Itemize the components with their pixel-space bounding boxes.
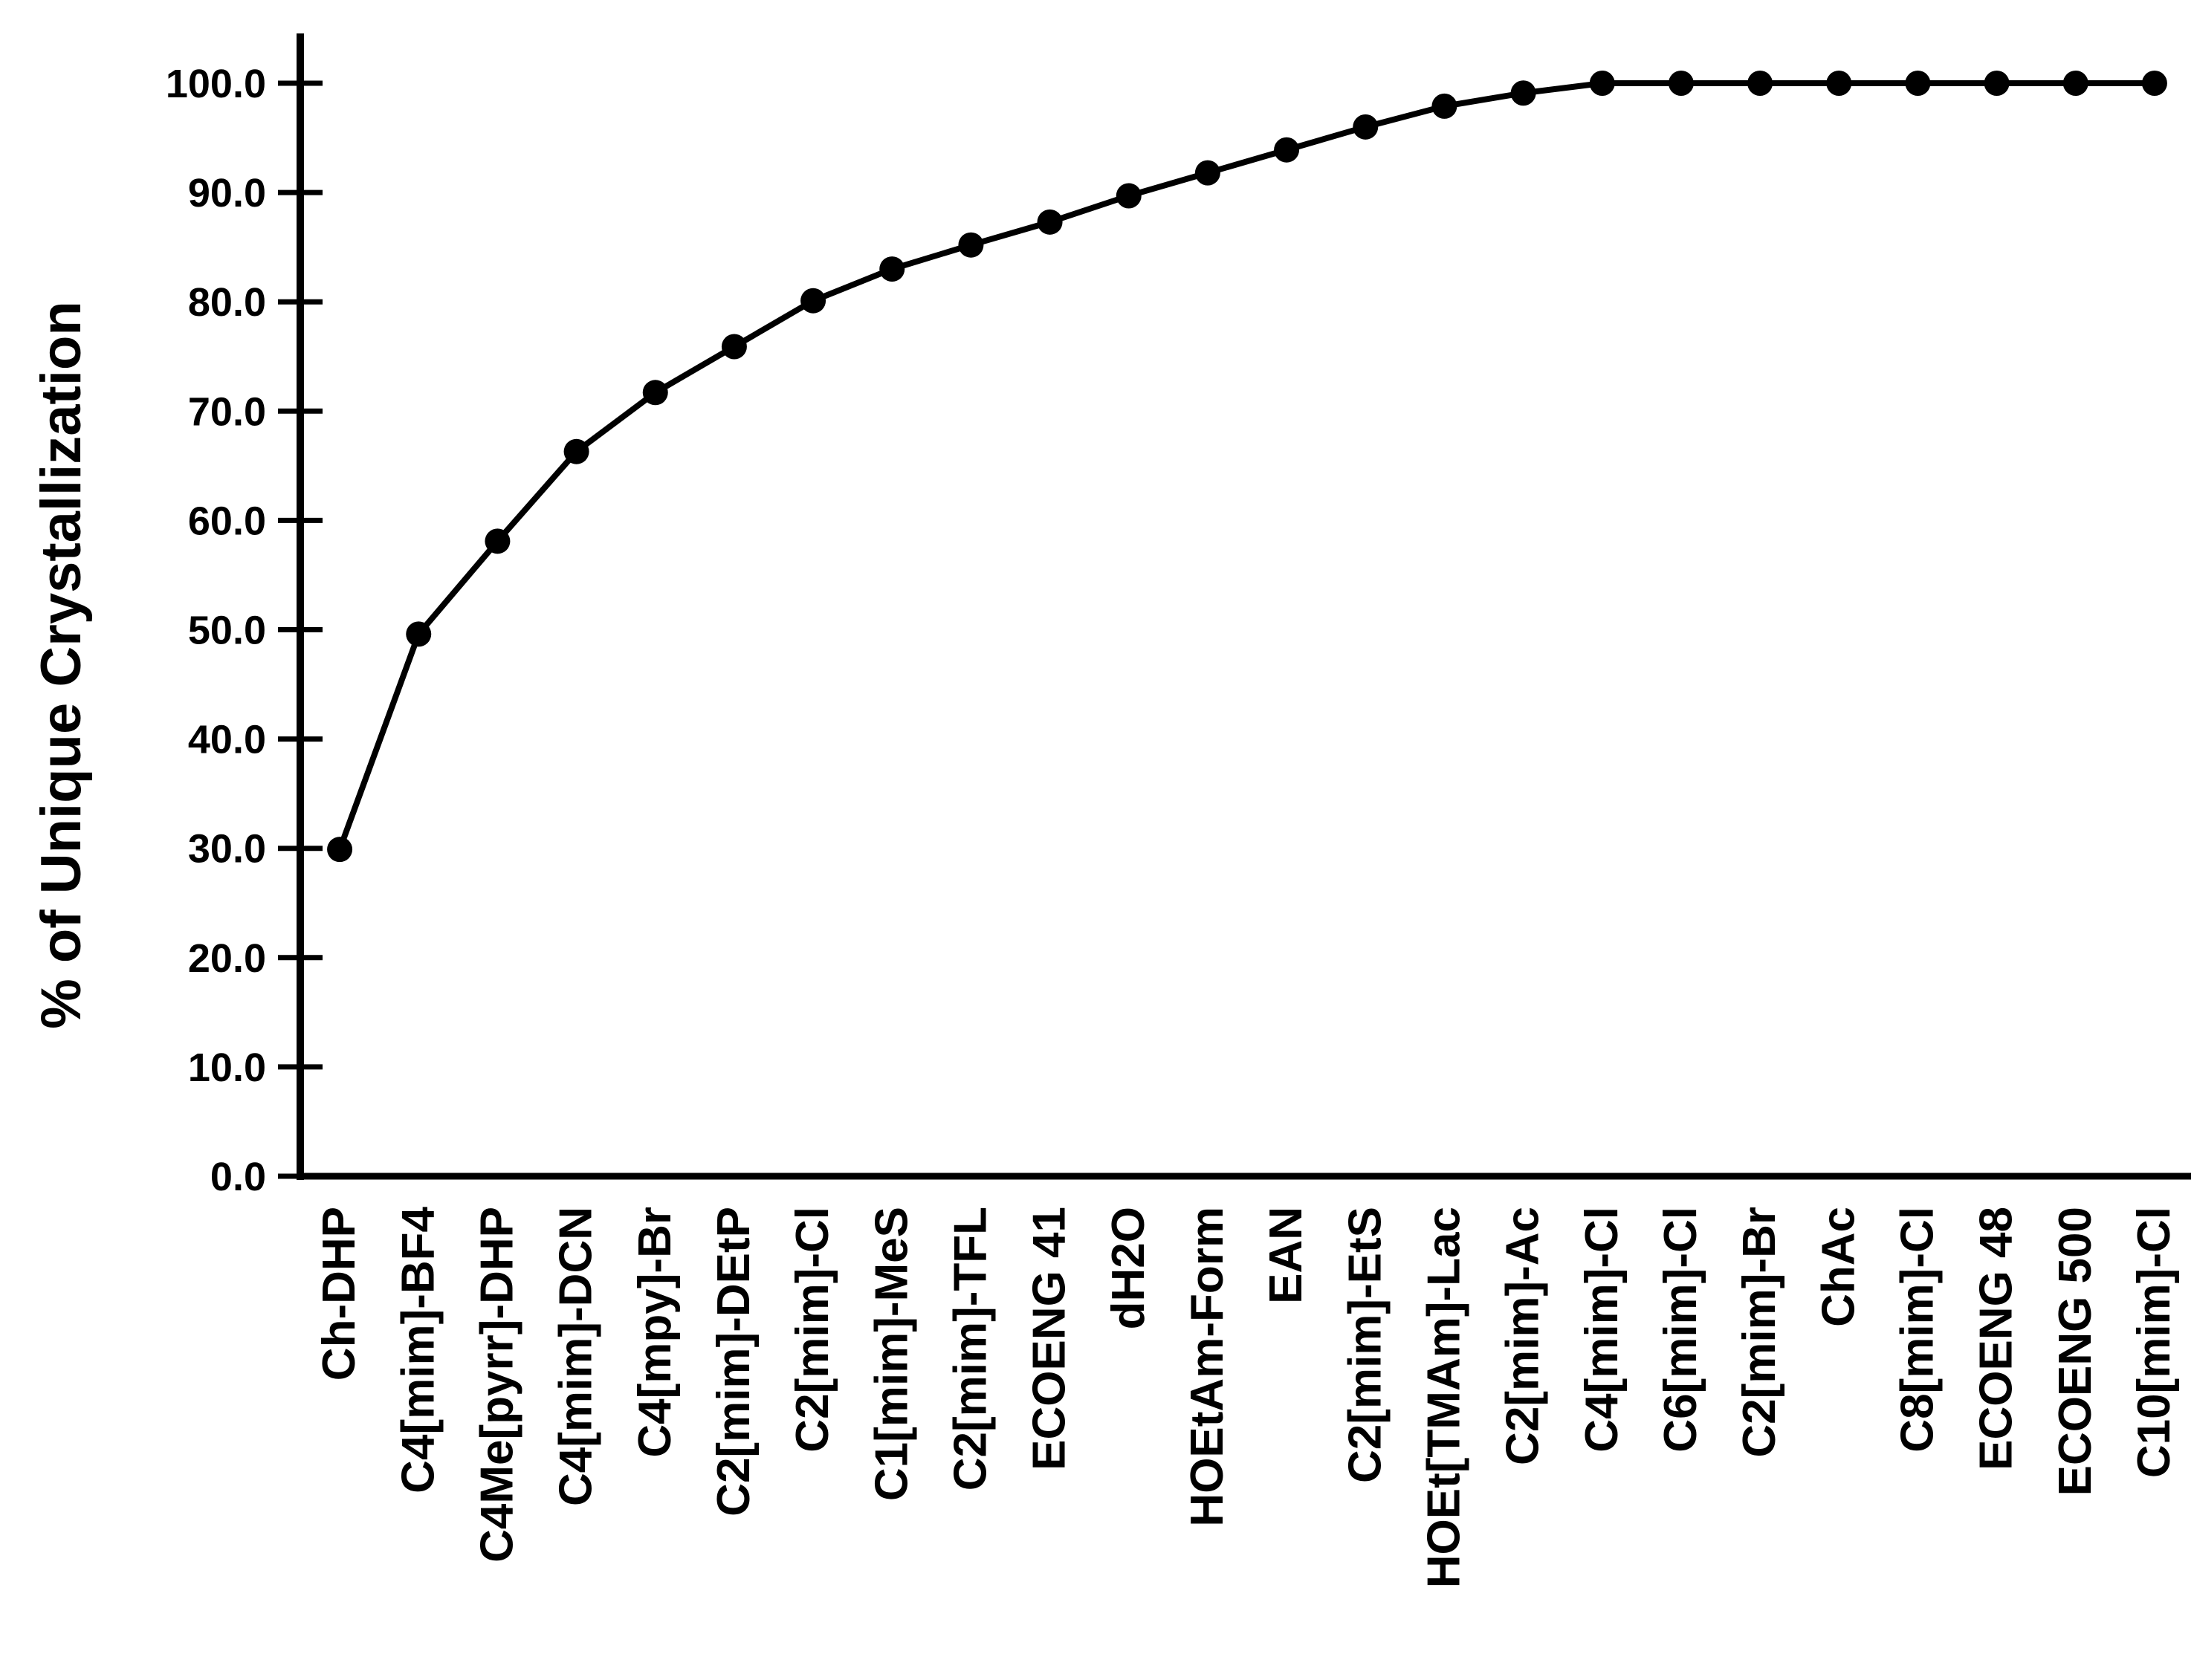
- x-axis-labels: Ch-DHP C4[mim]-BF4 C4Me[pyrr]-DHP C4[mim]-D…: [314, 1206, 2180, 1588]
- x-category-label: C2[mim]-EtS: [1339, 1207, 1391, 1483]
- data-point: [1116, 183, 1142, 209]
- x-category-label: C4[mim]-DCN: [551, 1207, 602, 1506]
- y-tick-label: 0.0: [210, 1155, 266, 1199]
- y-tick-label: 50.0: [188, 609, 266, 653]
- data-point: [563, 438, 589, 464]
- data-point: [2062, 71, 2088, 96]
- x-category-label: C4[mim]-BF4: [392, 1206, 444, 1493]
- data-point: [1747, 71, 1773, 96]
- x-category-label: C2[mim]-Cl: [787, 1207, 838, 1453]
- y-tick-label: 90.0: [188, 171, 266, 215]
- data-point: [1510, 80, 1536, 106]
- x-category-label: C10[mim]-Cl: [2129, 1207, 2180, 1478]
- data-point: [1431, 93, 1457, 119]
- data-point: [879, 256, 905, 282]
- x-category-label: C8[mim]-Cl: [1892, 1207, 1943, 1453]
- y-tick-label: 10.0: [188, 1045, 266, 1090]
- data-point: [1274, 137, 1300, 163]
- x-category-label: C2[mim]-DEtP: [708, 1207, 760, 1517]
- y-tick-label: 20.0: [188, 936, 266, 981]
- x-category-label: ECOENG 41: [1024, 1207, 1075, 1470]
- data-point: [485, 528, 511, 554]
- x-category-label: C1[mim]-MeS: [866, 1207, 917, 1501]
- data-point: [800, 288, 826, 314]
- data-point: [958, 232, 984, 258]
- data-point: [1353, 114, 1379, 140]
- data-point: [721, 334, 747, 360]
- y-tick-label: 100.0: [166, 62, 266, 106]
- x-category-label: ECOENG 500: [2050, 1207, 2101, 1496]
- x-category-label: C4[mpy]-Br: [630, 1207, 681, 1458]
- x-category-label: EAN: [1261, 1207, 1312, 1304]
- data-point: [1194, 160, 1220, 186]
- x-category-label: ChAc: [1813, 1207, 1864, 1327]
- y-tick-label: 30.0: [188, 827, 266, 872]
- x-category-label: C2[mim]-TFL: [945, 1207, 996, 1491]
- x-category-label: ECOENG 48: [1971, 1207, 2022, 1470]
- x-category-label: C4[mim]-Cl: [1576, 1207, 1628, 1453]
- x-category-label: HOEt[TMAm]-Lac: [1418, 1207, 1469, 1588]
- x-category-label: C2[mim]-Ac: [1498, 1207, 1549, 1465]
- data-point: [1826, 71, 1852, 96]
- y-tick-label: 80.0: [188, 280, 266, 325]
- data-point: [1905, 71, 1931, 96]
- x-category-label: C4Me[pyrr]-DHP: [471, 1207, 522, 1563]
- data-point: [406, 621, 432, 647]
- x-category-label: dH2O: [1103, 1207, 1154, 1329]
- data-point: [642, 380, 668, 406]
- x-category-label: C2[mim]-Br: [1734, 1207, 1785, 1458]
- x-category-label: C6[mim]-Cl: [1655, 1207, 1706, 1453]
- data-point: [1984, 71, 2010, 96]
- y-tick-label: 40.0: [188, 718, 266, 762]
- data-point: [2141, 71, 2167, 96]
- x-category-label: Ch-DHP: [314, 1207, 365, 1381]
- y-tick-label: 60.0: [188, 499, 266, 543]
- y-axis-title: % of Unique Crystallization: [30, 301, 93, 1029]
- y-tick-label: 70.0: [188, 389, 266, 434]
- x-category-label: HOEtAm-Form: [1182, 1207, 1233, 1527]
- data-series-line: [337, 80, 2155, 851]
- data-point: [327, 837, 353, 863]
- data-point: [1037, 209, 1063, 235]
- data-series: [327, 71, 2167, 863]
- data-point: [1668, 71, 1694, 96]
- data-point: [1589, 71, 1615, 96]
